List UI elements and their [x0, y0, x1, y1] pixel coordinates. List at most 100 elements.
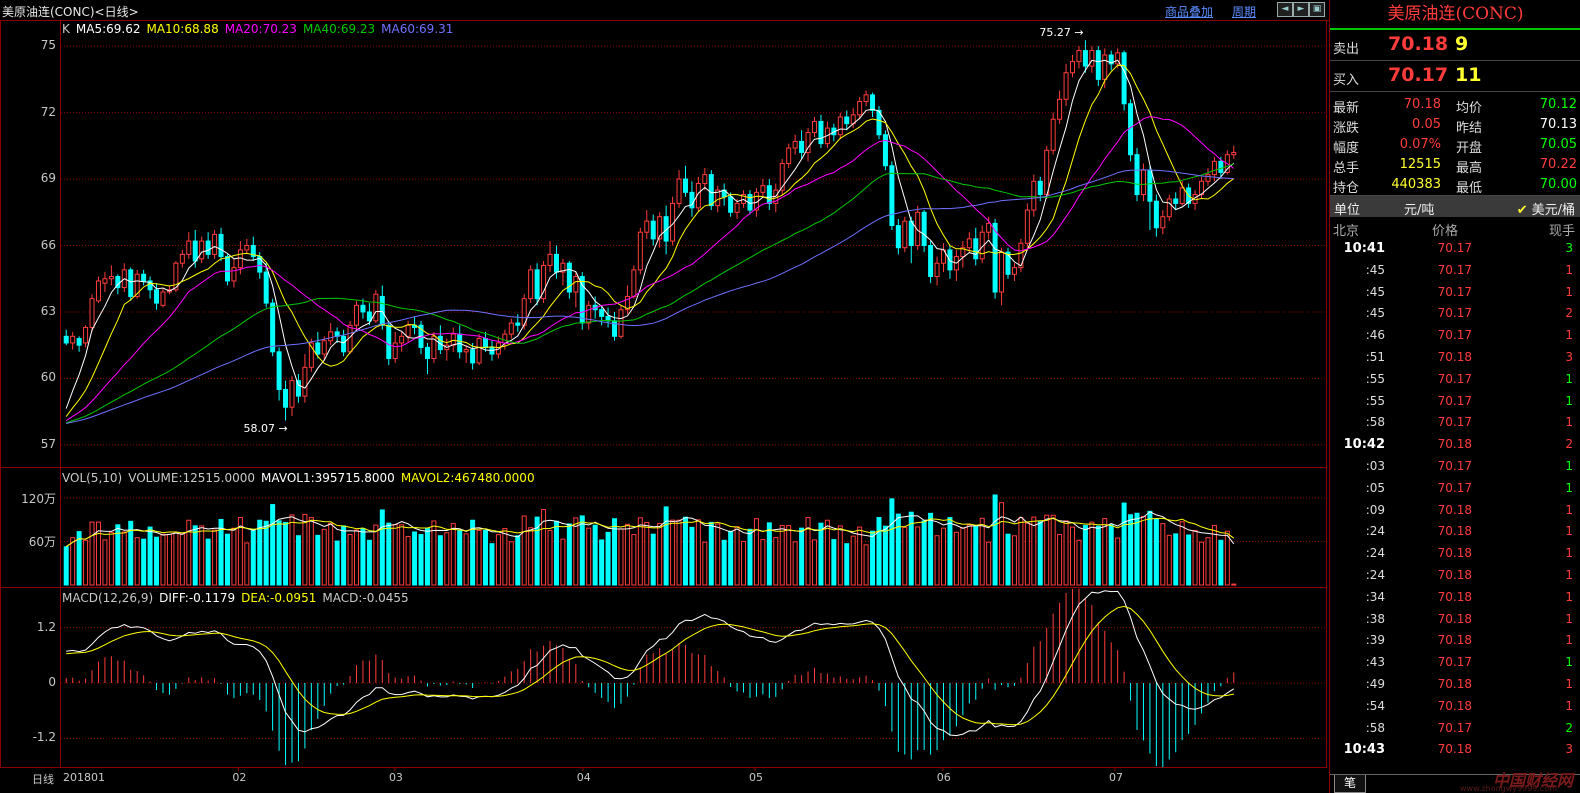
tick-row[interactable]: :34 70.18 1 — [1330, 586, 1580, 608]
tab-ticks[interactable]: 笔 — [1334, 775, 1366, 793]
volume-bar — [141, 538, 147, 586]
candle-up — [618, 309, 624, 337]
tick-qty: 1 — [1565, 698, 1573, 713]
chart-area[interactable]: 美原油连(CONC)<日线> 商品叠加 周期 ◄ ► ▣ K MA5:69.62 M… — [0, 0, 1329, 793]
tick-row[interactable]: :55 70.17 1 — [1330, 390, 1580, 412]
volume-bar — [818, 522, 824, 586]
tick-row[interactable]: :54 70.18 1 — [1330, 695, 1580, 717]
tick-qty: 1 — [1565, 458, 1573, 473]
volume-bar — [1186, 534, 1192, 586]
candle-down — [270, 302, 276, 353]
candle-up — [321, 340, 327, 355]
candle-down — [295, 380, 301, 397]
candle-up — [244, 245, 250, 251]
tick-row[interactable]: :55 70.17 1 — [1330, 368, 1580, 390]
tick-time: :58 — [1365, 415, 1385, 430]
tick-row[interactable]: :43 70.17 1 — [1330, 651, 1580, 673]
tick-time: :51 — [1365, 349, 1385, 364]
candle-up — [560, 262, 566, 273]
buy-row[interactable]: 买入 70.17 11 — [1330, 61, 1580, 92]
tick-row[interactable]: :09 70.18 1 — [1330, 499, 1580, 521]
volume-bar — [237, 517, 243, 586]
window-icon[interactable]: ▣ — [1309, 2, 1325, 17]
volume-bar — [992, 494, 998, 586]
tick-time: :05 — [1365, 480, 1385, 495]
candle-down — [424, 346, 430, 359]
volume-bar — [605, 531, 611, 586]
volume-bar — [1044, 514, 1050, 586]
volume-bar — [160, 533, 166, 586]
volume-bar — [360, 528, 366, 586]
tick-row[interactable]: 10:41 70.17 3 — [1330, 237, 1580, 259]
volume-bar — [263, 520, 269, 586]
next-arrow-icon[interactable]: ► — [1293, 2, 1309, 17]
volume-bar — [95, 521, 101, 586]
volume-bar — [528, 527, 534, 586]
stats-row: 幅度 0.07% 开盘 70.05 — [1330, 135, 1580, 156]
buy-price: 70.17 — [1388, 64, 1449, 86]
kline-chart[interactable] — [0, 0, 1329, 793]
volume-bar — [502, 528, 508, 586]
tick-row[interactable]: :24 70.18 1 — [1330, 542, 1580, 564]
tick-row[interactable]: :45 70.17 1 — [1330, 281, 1580, 303]
candle-up — [231, 267, 237, 282]
candle-down — [870, 94, 876, 111]
tick-row[interactable]: :51 70.18 3 — [1330, 346, 1580, 368]
volume-bar — [315, 534, 321, 586]
volume-bar — [844, 543, 850, 586]
tick-row[interactable]: :39 70.18 1 — [1330, 629, 1580, 651]
tick-row[interactable]: :46 70.17 1 — [1330, 324, 1580, 346]
volume-bar — [399, 524, 405, 586]
prev-arrow-icon[interactable]: ◄ — [1277, 2, 1293, 17]
tick-row[interactable]: 10:42 70.18 2 — [1330, 433, 1580, 455]
tick-row[interactable]: :03 70.17 1 — [1330, 455, 1580, 477]
volume-bar — [799, 527, 805, 586]
candle-down — [682, 178, 688, 193]
stat-label: 昨结 — [1456, 121, 1483, 136]
tick-row[interactable]: :45 70.17 2 — [1330, 302, 1580, 324]
candle-down — [1095, 50, 1101, 80]
period-label: 日线 — [32, 773, 54, 786]
tick-qty: 1 — [1565, 328, 1573, 343]
volume-bar — [702, 541, 708, 586]
volume-bar — [444, 532, 450, 586]
candle-up — [431, 335, 437, 359]
candle-up — [786, 147, 792, 165]
tick-row[interactable]: :58 70.17 2 — [1330, 717, 1580, 739]
tick-row[interactable]: :24 70.18 1 — [1330, 564, 1580, 586]
tick-time: 10:41 — [1343, 241, 1385, 256]
overlay-commodity-link[interactable]: 商品叠加 — [1165, 5, 1214, 19]
low-annotation: 58.07 → — [243, 422, 288, 436]
tick-list[interactable]: 10:41 70.17 3:45 70.17 1:45 70.17 1:45 70.17 2:4… — [1330, 237, 1580, 760]
candle-down — [76, 338, 82, 346]
candle-up — [715, 189, 721, 207]
volume-bar — [366, 539, 372, 586]
tick-row[interactable]: :45 70.17 1 — [1330, 259, 1580, 281]
volume-bar — [515, 535, 521, 586]
volume-bar — [657, 523, 663, 586]
unit-bar[interactable]: 单位 元/吨 ✔ 美元/桶 — [1330, 196, 1580, 218]
tick-row[interactable]: :38 70.18 1 — [1330, 608, 1580, 630]
candle-up — [308, 342, 314, 368]
tick-row[interactable]: :24 70.18 1 — [1330, 520, 1580, 542]
candle-up — [1166, 198, 1172, 218]
tick-row[interactable]: 10:43 70.18 3 — [1330, 738, 1580, 760]
candle-up — [902, 220, 908, 249]
tick-price: 70.17 — [1437, 262, 1472, 277]
candle-up — [1231, 151, 1237, 156]
volume-bar — [154, 536, 160, 586]
tick-time: :38 — [1365, 611, 1385, 626]
tick-row[interactable]: :58 70.17 1 — [1330, 411, 1580, 433]
stats-row: 最新 70.18 均价 70.12 — [1330, 95, 1580, 116]
period-link[interactable]: 周期 — [1232, 5, 1257, 19]
tick-row[interactable]: :49 70.18 1 — [1330, 673, 1580, 695]
legend-item: MAVOL1:395715.8000 — [261, 471, 395, 485]
sell-row[interactable]: 卖出 70.18 9 — [1330, 30, 1580, 61]
tick-row[interactable]: :05 70.17 1 — [1330, 477, 1580, 499]
volume-bar — [876, 517, 882, 586]
unit-toggle[interactable]: ✔ 美元/桶 — [1517, 199, 1575, 218]
stat-label: 持仓 — [1333, 181, 1360, 196]
candle-up — [83, 326, 89, 344]
candle-up — [966, 238, 972, 249]
volume-bar — [728, 530, 734, 586]
